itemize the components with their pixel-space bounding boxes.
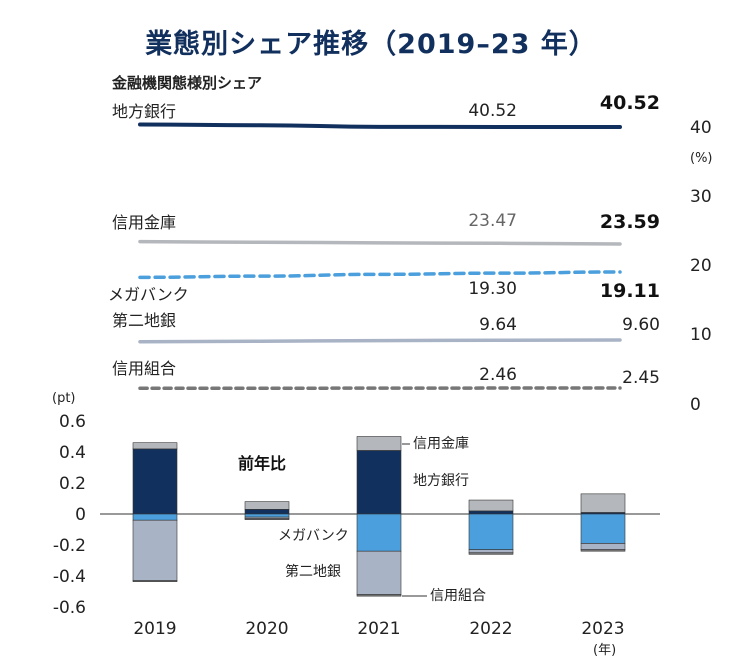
bar-x-tick: 2023	[581, 619, 624, 639]
bar-y-tick: 0.6	[59, 412, 86, 432]
share-series-label: 信用金庫	[112, 213, 176, 232]
share-value-2023: 40.52	[600, 92, 660, 114]
share-value-2022: 9.64	[479, 315, 517, 335]
share-series-label: メガバンク	[108, 285, 189, 304]
share-y-axis: (%) 40 30 20 10 0	[690, 118, 713, 415]
share-value-2022: 23.47	[468, 211, 517, 231]
share-chart: (%) 40 30 20 10 0 地方銀行 40.52 40.52 信用金庫 23.47 23.…	[108, 92, 713, 415]
bar-y-tick: 0.4	[59, 443, 86, 463]
bar-segment	[244, 509, 290, 515]
bar-segment	[468, 510, 514, 515]
bar-y-tick: 0	[75, 505, 86, 525]
page-title: 業態別シェア推移（2019–23 年）	[145, 29, 597, 60]
share-value-2023: 9.60	[622, 315, 660, 335]
share-value-2022: 40.52	[468, 101, 517, 121]
bar-y-tick: 0.2	[59, 474, 86, 494]
bar-segment	[580, 549, 626, 552]
bar-segment	[244, 518, 290, 520]
bar-segment	[132, 519, 178, 581]
share-y-tick: 10	[690, 325, 712, 345]
bar-segment	[132, 442, 178, 450]
bar-segment	[356, 550, 402, 595]
bar-x-tick: 2020	[245, 619, 288, 639]
share-series-label: 第二地銀	[112, 311, 176, 330]
share-y-tick: 30	[690, 187, 712, 207]
bar-y-unit: (pt)	[52, 391, 76, 406]
bar-segment	[356, 436, 402, 451]
share-y-tick: 40	[690, 118, 712, 138]
bar-segment	[468, 552, 514, 555]
bar-annotation: 信用組合	[430, 588, 486, 604]
bar-segment	[580, 543, 626, 550]
bar-y-tick: -0.2	[53, 536, 86, 556]
bar-segment	[244, 501, 290, 510]
share-value-2022: 19.30	[468, 279, 517, 299]
bar-segment	[356, 513, 402, 552]
bar-x-tick: 2022	[469, 619, 512, 639]
share-y-tick: 0	[690, 395, 701, 415]
bar-segment	[468, 513, 514, 550]
share-value-2023: 2.45	[622, 368, 660, 388]
share-value-2023: 19.11	[600, 280, 660, 302]
bar-x-tick: 2021	[357, 619, 400, 639]
share-chart-subtitle: 金融機関態様別シェア	[112, 74, 263, 92]
bar-chart-title: 前年比	[238, 454, 286, 473]
bar-annotation: 第二地銀	[285, 563, 341, 580]
bar-y-tick: -0.6	[53, 598, 86, 618]
bar-y-tick: -0.4	[53, 567, 86, 587]
share-series-label: 地方銀行	[112, 102, 176, 121]
share-value-2023: 23.59	[600, 211, 660, 233]
bar-annotation: 信用金庫	[413, 435, 469, 452]
share-line	[138, 270, 622, 280]
bar-annotation: 地方銀行	[413, 473, 469, 489]
bar-segment	[356, 450, 402, 515]
bar-segment	[356, 594, 402, 597]
share-line	[138, 338, 622, 344]
bar-x-unit: (年)	[593, 643, 616, 658]
bar-segment	[244, 513, 290, 518]
share-y-tick: 20	[690, 256, 712, 276]
yoy-bar-chart: (pt) 前年比 (年) 0.6 0.4 0.2 0 -0.2 -0.4 -0.6 2019 2…	[52, 391, 660, 658]
bar-segment	[132, 448, 178, 515]
bar-x-tick: 2019	[133, 619, 176, 639]
bar-segment	[468, 499, 514, 512]
share-value-2022: 2.46	[479, 365, 517, 385]
bar-segment	[580, 513, 626, 544]
bar-segment	[468, 549, 514, 554]
share-line	[138, 122, 622, 129]
share-unit-label: (%)	[690, 151, 713, 166]
bar-segment	[132, 580, 178, 582]
bar-annotation: メガバンク	[278, 528, 349, 544]
bar-segment	[132, 513, 178, 521]
share-series-label: 信用組合	[112, 359, 176, 378]
bar-segment	[580, 493, 626, 513]
share-line	[138, 239, 622, 246]
